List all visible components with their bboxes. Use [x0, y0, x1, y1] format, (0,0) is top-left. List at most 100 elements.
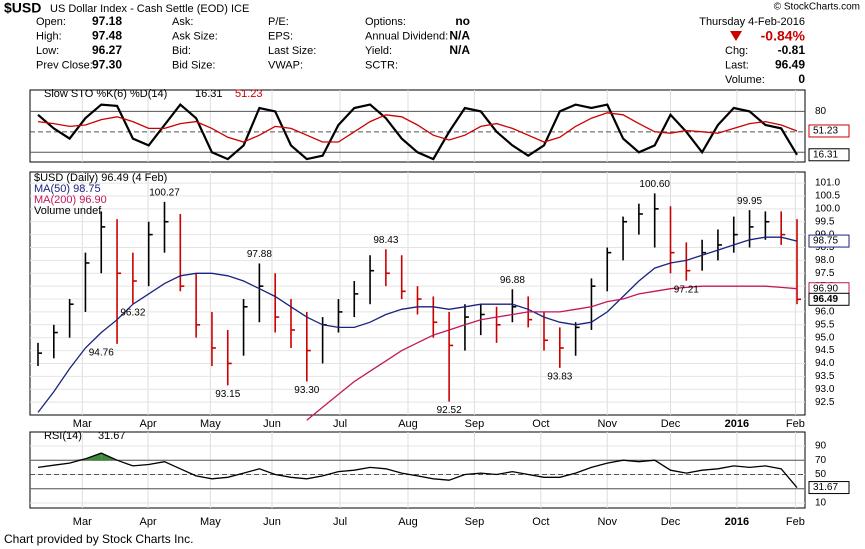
price-annotation: 99.95	[737, 196, 762, 207]
y-tick-label: 70	[815, 455, 827, 466]
price-annotation: 97.21	[674, 284, 699, 295]
y-tick-label: 98.0	[815, 255, 835, 266]
symbol: $USD	[4, 0, 41, 16]
field-value: N/A	[449, 43, 470, 57]
x-tick-label: Feb	[786, 418, 805, 430]
field-value: N/A	[449, 29, 470, 43]
last-value-box	[808, 292, 850, 306]
indicator-line	[37, 452, 798, 489]
y-tick-label: 93.0	[815, 384, 835, 395]
price-annotation: 92.52	[437, 405, 462, 416]
date: Thursday 4-Feb-2016	[699, 16, 805, 28]
field-label: Options:	[365, 16, 406, 28]
x-tick-label: Apr	[139, 516, 156, 528]
legend-entry: Volume undef	[34, 205, 102, 217]
x-tick-label: Sep	[465, 516, 485, 528]
x-tick-label: Jul	[333, 516, 347, 528]
field-value: -0.81	[778, 43, 806, 57]
x-tick-label: Aug	[398, 516, 418, 528]
x-tick-label: Nov	[597, 418, 617, 430]
panel	[29, 431, 806, 509]
last-value-box	[808, 234, 850, 248]
x-tick-label: Mar	[73, 418, 92, 430]
field-label: Bid Size:	[172, 59, 215, 71]
x-tick-label: Oct	[532, 516, 549, 528]
x-tick-label: May	[200, 516, 221, 528]
price-annotation: 96.32	[120, 307, 145, 318]
x-tick-label: Feb	[786, 516, 805, 528]
x-tick-label: Dec	[661, 516, 681, 528]
field-label: Ask:	[172, 16, 193, 28]
panel	[29, 89, 806, 163]
price-annotation: 93.15	[215, 389, 240, 400]
y-tick-label: 95.5	[815, 319, 835, 330]
x-tick-label: 2016	[725, 516, 749, 528]
y-tick-label: 93.5	[815, 371, 835, 382]
down-arrow	[730, 31, 742, 41]
moving-average	[37, 236, 798, 413]
indicator-line	[37, 112, 798, 143]
price-annotation: 97.88	[247, 249, 272, 260]
field-label: VWAP:	[268, 59, 303, 71]
panel-title: Slow STO %K(6) %D(14)	[44, 88, 167, 100]
y-tick-label: 97.5	[815, 268, 835, 279]
brand: © StockCharts.com	[774, 2, 860, 13]
x-tick-label: Jun	[263, 516, 281, 528]
change-pct: -0.84%	[761, 28, 806, 44]
field-label: Prev Close:	[36, 59, 93, 71]
y-tick-label: 50	[815, 469, 827, 480]
x-tick-label: Aug	[398, 418, 418, 430]
panel-title: RSI(14)	[44, 430, 82, 442]
y-tick-label: 99.5	[815, 216, 835, 227]
field-label: Annual Dividend:	[365, 30, 448, 42]
x-tick-label: May	[200, 418, 221, 430]
price-annotation: 93.83	[547, 371, 572, 382]
y-tick-label: 96.0	[815, 307, 835, 318]
price-annotation: 93.30	[294, 385, 319, 396]
x-tick-label: Apr	[139, 418, 156, 430]
y-tick-label: 94.0	[815, 358, 835, 369]
field-label: Open:	[36, 16, 66, 28]
last-value-label: 96.90	[813, 283, 838, 294]
field-label: Yield:	[365, 45, 392, 57]
legend-entry: MA(50) 98.75	[34, 183, 101, 195]
indicator-line	[37, 103, 798, 161]
field-label: High:	[36, 30, 62, 42]
y-tick-label: 92.5	[815, 397, 835, 408]
x-tick-label: Nov	[597, 516, 617, 528]
moving-average	[306, 285, 798, 421]
field-label: SCTR:	[365, 59, 398, 71]
field-label: Low:	[36, 45, 59, 57]
x-tick-label: Sep	[465, 418, 485, 430]
last-value-label: 16.31	[813, 149, 838, 160]
price-annotation: 100.27	[149, 188, 180, 199]
y-tick-label: 98.5	[815, 242, 835, 253]
field-value: 96.27	[92, 43, 122, 57]
footer: Chart provided by Stock Charts Inc.	[4, 532, 193, 546]
field-label: P/E:	[268, 16, 289, 28]
price-annotation: 94.76	[89, 348, 114, 359]
y-tick-label: 95.0	[815, 332, 835, 343]
last-value-label: 51.23	[813, 126, 838, 137]
field-label: Last:	[725, 59, 749, 71]
y-tick-label: 10	[815, 498, 827, 509]
y-tick-label: 80	[815, 106, 827, 117]
field-label: EPS:	[268, 30, 293, 42]
last-value-label: 31.67	[813, 482, 838, 493]
last-value-label: 96.49	[813, 294, 838, 305]
x-tick-label: Mar	[73, 516, 92, 528]
field-label: Last Size:	[268, 45, 316, 57]
field-label: Volume:	[725, 74, 765, 86]
field-label: Bid:	[172, 45, 191, 57]
field-value: 0	[798, 72, 805, 86]
panel-value: 31.67	[98, 430, 126, 442]
y-tick-label: 100.0	[815, 203, 840, 214]
y-tick-label: 100.5	[815, 191, 840, 202]
y-tick-label: 90	[815, 441, 827, 452]
symbol-name: US Dollar Index - Cash Settle (EOD) ICE	[50, 3, 249, 15]
x-tick-label: Dec	[661, 418, 681, 430]
panel-value: 16.31	[195, 88, 223, 100]
x-tick-label: 2016	[725, 418, 749, 430]
last-value-box	[808, 481, 850, 495]
